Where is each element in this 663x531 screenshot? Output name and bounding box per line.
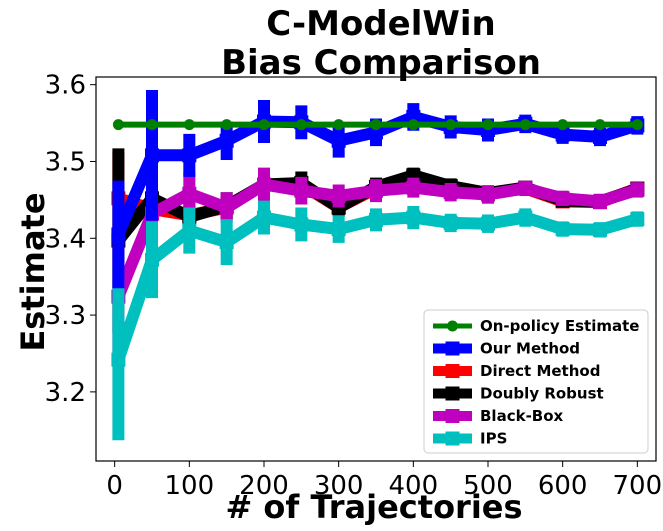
x-tick-label: 200 bbox=[239, 471, 289, 501]
data-point bbox=[111, 227, 126, 242]
data-point bbox=[294, 183, 309, 198]
legend-label: Direct Method bbox=[480, 362, 600, 380]
chart-title-line-1: C-ModelWin bbox=[266, 4, 495, 44]
data-point bbox=[219, 133, 234, 148]
data-point bbox=[630, 182, 645, 197]
data-point bbox=[294, 217, 309, 232]
data-point bbox=[407, 119, 419, 131]
legend-item-direct-method: Direct Method bbox=[433, 362, 600, 380]
legend-label: Black-Box bbox=[480, 407, 564, 425]
plot-area-frame bbox=[95, 76, 657, 462]
data-point bbox=[146, 119, 158, 131]
series-on-policy-estimate bbox=[112, 119, 643, 131]
x-tick-label: 0 bbox=[106, 471, 123, 501]
data-point bbox=[518, 210, 533, 225]
chart-title-line-2: Bias Comparison bbox=[221, 43, 541, 83]
legend-label: On-policy Estimate bbox=[480, 317, 639, 335]
data-point bbox=[631, 119, 643, 131]
chart-legend: On-policy Estimate Our Method Direct Metho… bbox=[423, 309, 649, 454]
legend-marker bbox=[445, 341, 460, 356]
legend-label: Doubly Robust bbox=[480, 385, 604, 403]
data-point bbox=[369, 183, 383, 198]
data-point bbox=[406, 180, 421, 195]
data-point bbox=[257, 177, 271, 192]
data-point bbox=[331, 222, 346, 237]
legend-marker bbox=[445, 386, 460, 401]
y-tick-label: 3.6 bbox=[45, 71, 86, 101]
y-tick-label: 3.3 bbox=[45, 301, 86, 331]
data-point bbox=[145, 148, 159, 163]
data-point bbox=[295, 119, 307, 131]
series-ips bbox=[111, 200, 645, 441]
data-point bbox=[555, 127, 570, 142]
y-axis-label: Estimate bbox=[14, 192, 52, 351]
y-axis-ticks: 3.2 3.3 3.4 3.5 3.6 bbox=[45, 71, 96, 408]
data-point bbox=[594, 119, 606, 131]
legend-label: IPS bbox=[480, 430, 507, 448]
data-point bbox=[557, 119, 569, 131]
legend-item-doubly-robust: Doubly Robust bbox=[433, 385, 604, 403]
data-point bbox=[519, 119, 531, 131]
data-point bbox=[593, 194, 607, 209]
data-point bbox=[481, 216, 495, 231]
data-point bbox=[369, 212, 383, 227]
data-point bbox=[482, 119, 494, 131]
x-tick-label: 300 bbox=[314, 471, 364, 501]
data-point bbox=[593, 222, 607, 237]
data-point bbox=[555, 222, 570, 237]
data-point bbox=[221, 119, 233, 131]
data-point bbox=[145, 252, 159, 267]
legend-label: Our Method bbox=[480, 340, 580, 358]
x-tick-label: 100 bbox=[165, 471, 215, 501]
legend-item-ips: IPS bbox=[433, 430, 507, 448]
x-tick-label: 400 bbox=[389, 471, 439, 501]
x-tick-label: 500 bbox=[463, 471, 513, 501]
data-point bbox=[481, 187, 495, 202]
x-axis-label: # of Trajectories bbox=[225, 488, 522, 526]
legend-box bbox=[423, 309, 649, 454]
y-tick-label: 3.2 bbox=[45, 378, 86, 408]
data-point bbox=[555, 191, 570, 206]
data-point bbox=[183, 119, 195, 131]
data-point bbox=[333, 119, 345, 131]
data-point bbox=[258, 119, 270, 131]
data-point bbox=[518, 181, 533, 196]
data-point bbox=[219, 235, 234, 250]
data-point bbox=[331, 189, 346, 204]
data-point bbox=[219, 200, 234, 215]
data-point bbox=[182, 223, 197, 238]
data-point bbox=[443, 215, 458, 230]
data-point bbox=[445, 119, 457, 131]
data-point bbox=[630, 212, 645, 227]
legend-marker bbox=[447, 320, 458, 332]
series-layer bbox=[111, 90, 645, 441]
data-point bbox=[182, 186, 197, 201]
legend-marker bbox=[445, 364, 460, 378]
legend-item-black-box: Black-Box bbox=[433, 407, 564, 425]
x-tick-label: 600 bbox=[538, 471, 588, 501]
y-tick-label: 3.4 bbox=[45, 224, 86, 254]
data-point bbox=[331, 133, 346, 148]
legend-item-our-method: Our Method bbox=[433, 340, 580, 358]
y-tick-label: 3.5 bbox=[45, 147, 86, 177]
x-axis-ticks: 0 100 200 300 400 500 600 700 bbox=[106, 461, 662, 501]
data-point bbox=[406, 210, 421, 225]
legend-marker bbox=[445, 409, 460, 423]
data-point bbox=[111, 352, 126, 367]
data-point bbox=[370, 119, 382, 131]
data-point bbox=[182, 148, 197, 163]
data-point bbox=[593, 129, 607, 144]
data-point bbox=[257, 210, 271, 225]
x-tick-label: 700 bbox=[613, 471, 663, 501]
data-point bbox=[443, 185, 458, 200]
legend-marker bbox=[445, 431, 460, 446]
data-point bbox=[112, 119, 124, 131]
legend-item-on-policy-estimate: On-policy Estimate bbox=[433, 317, 639, 335]
